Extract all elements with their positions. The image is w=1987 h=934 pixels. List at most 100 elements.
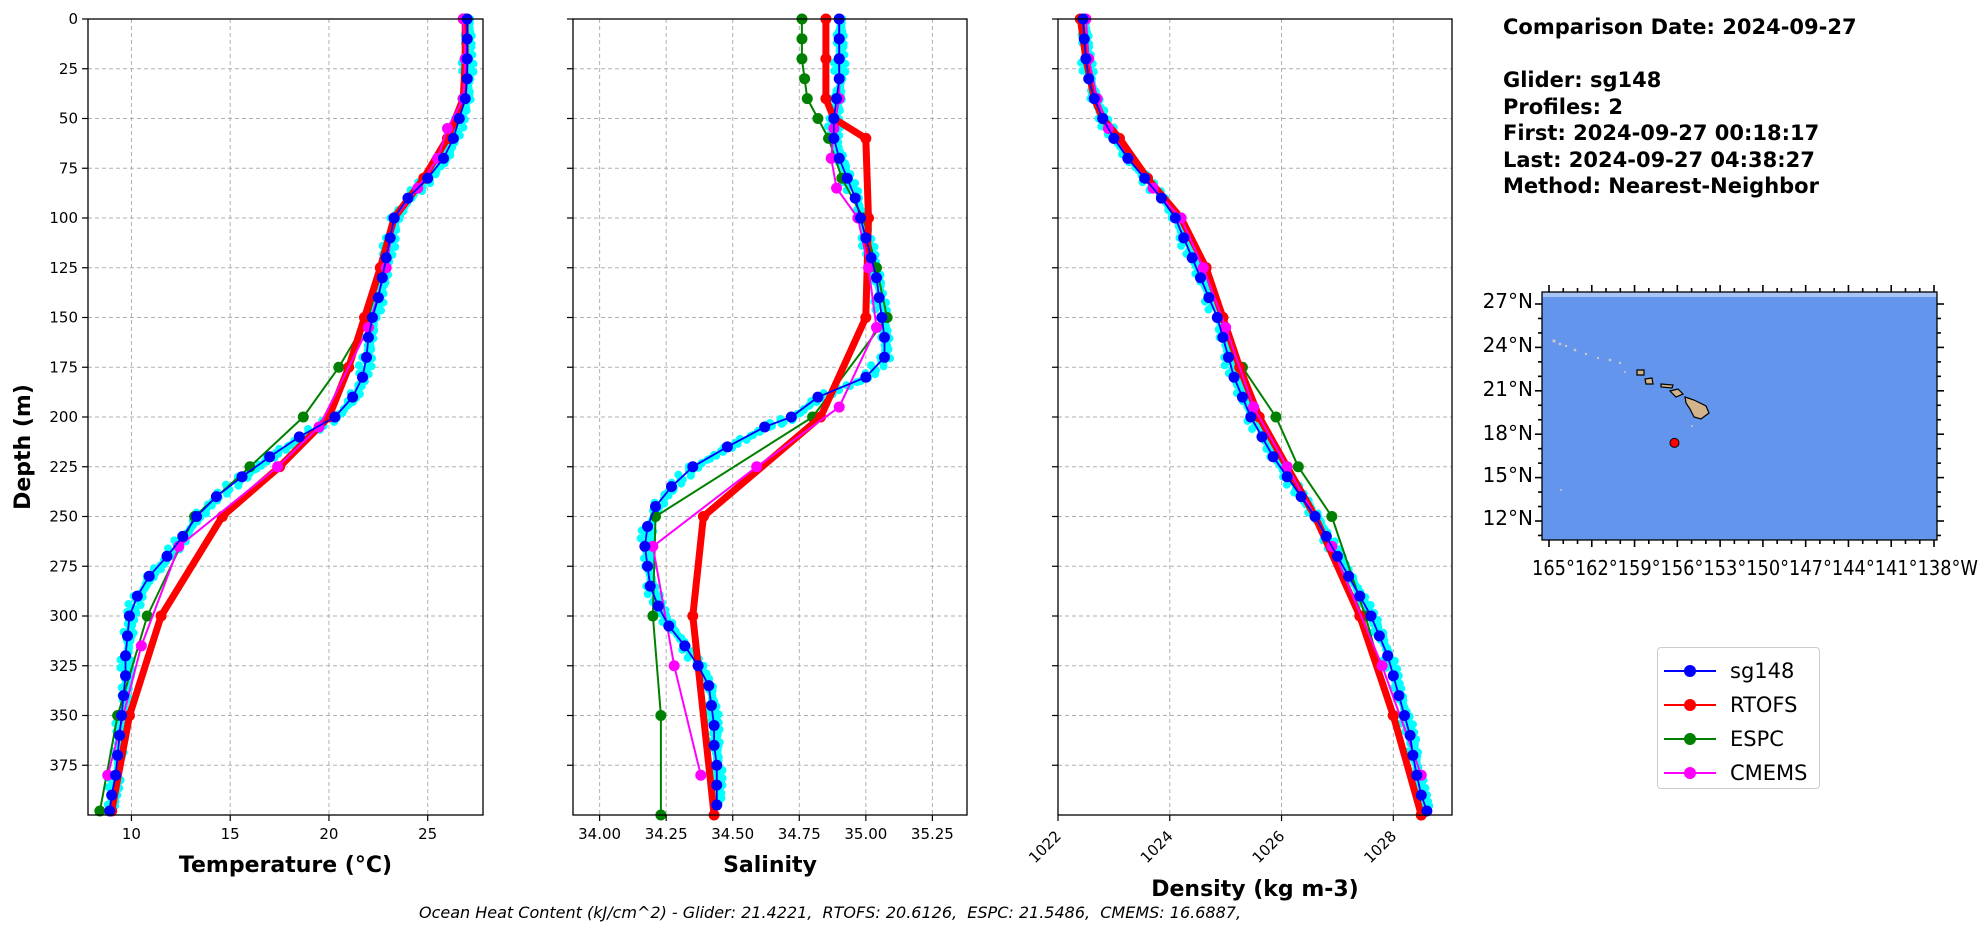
x-tick-label: 34.75 [778, 825, 821, 843]
sg148-point [1354, 590, 1366, 602]
sg148-point [878, 331, 890, 343]
map-top-band [1542, 292, 1937, 297]
cmems-point [1248, 401, 1260, 413]
glider-location-marker [1669, 437, 1680, 448]
x-tick-label: 25 [418, 825, 437, 843]
espc-point [297, 411, 309, 423]
sg148-raw-point [677, 479, 686, 488]
sg148-point [293, 431, 305, 443]
sg148-point [1373, 630, 1385, 642]
x-axis-label: Temperature (°C) [179, 853, 392, 878]
sg148-point [679, 640, 691, 652]
sg148-point [1080, 53, 1092, 65]
cmems-point [668, 660, 680, 672]
y-tick-label: 100 [49, 209, 78, 227]
sg148-point [708, 719, 720, 731]
sg148-point [376, 272, 388, 284]
sg148-point [833, 33, 845, 45]
cmems-point [135, 640, 147, 652]
sg148-point [118, 690, 130, 702]
sg148-point [1343, 570, 1355, 582]
espc-point [1326, 511, 1338, 522]
sg148-point [1078, 33, 1090, 45]
sg148-point [347, 391, 359, 403]
comparison-date: Comparison Date: 2024-09-27 [1503, 15, 1857, 39]
cmems-point [825, 152, 837, 164]
espc-point [141, 610, 153, 622]
sg148-point [831, 93, 843, 105]
sg148-point [1097, 113, 1109, 124]
espc-point [796, 53, 808, 65]
sg148-point [876, 312, 888, 323]
cmems-point [1197, 262, 1209, 274]
cmems-point [1376, 660, 1388, 672]
legend-label-rtofs: RTOFS [1730, 693, 1798, 717]
nw-islands [1552, 339, 1693, 491]
sg148-point [1222, 351, 1234, 363]
legend-item-espc: ESPC [1658, 722, 1819, 756]
sg148-point [1393, 690, 1405, 702]
sg148-point [422, 172, 434, 184]
rtofs-point [123, 710, 135, 721]
x-tick-label: 1024 [1137, 827, 1177, 867]
sg148-raw-point [1248, 424, 1257, 433]
sg148-raw-point [1220, 361, 1229, 370]
y-tick-label: 25 [59, 60, 78, 78]
map-lat-label-15: 15°N [1483, 463, 1533, 487]
sg148-point [210, 491, 222, 503]
sg148-point [459, 93, 471, 105]
sg148-point [833, 73, 845, 85]
legend-swatch-espc [1664, 733, 1716, 745]
sg148-point [692, 660, 704, 672]
series-sg148 [104, 13, 473, 817]
sg148-point [1203, 292, 1215, 304]
espc-point [812, 113, 824, 124]
sg148-point [1295, 491, 1307, 503]
sg148-point [639, 540, 651, 552]
x-tick-label: 1022 [1025, 827, 1065, 867]
sg148-point [1320, 530, 1332, 542]
sg148-point [721, 441, 733, 453]
info-spacer [1503, 41, 1857, 68]
sg148-point [642, 560, 654, 572]
cmems-point [695, 769, 707, 781]
y-tick-label: 250 [49, 508, 78, 526]
sg148-point [1267, 451, 1279, 463]
sg148-point [236, 471, 248, 483]
map-ticks [1535, 285, 1944, 547]
x-tick-label: 15 [221, 825, 240, 843]
sg148-raw-point [636, 534, 645, 543]
sg148-raw-point [156, 565, 165, 574]
first-profile-time: First: 2024-09-27 00:18:17 [1503, 121, 1820, 145]
espc-line [98, 18, 467, 812]
sg148-point [870, 272, 882, 284]
sg148-point [112, 749, 124, 761]
sg148-point [1236, 391, 1248, 403]
sg148-raw-point [202, 509, 211, 518]
sg148-point [360, 351, 372, 363]
sg148-point [828, 132, 840, 144]
cmems-point [441, 122, 453, 134]
legend-item-sg148: sg148 [1658, 654, 1819, 688]
sg148-raw-point [1177, 241, 1186, 250]
sg148-point [116, 710, 128, 721]
rtofs-point [863, 212, 874, 224]
sg148-point [123, 610, 135, 622]
espc-point [796, 33, 808, 45]
legend-item-rtofs: RTOFS [1658, 688, 1819, 722]
x-axis-label: Salinity [723, 853, 817, 878]
y-tick-label: 300 [49, 607, 78, 625]
map-lat-label-24: 24°N [1483, 333, 1533, 357]
sg148-raw-point [871, 370, 880, 379]
sg148-point [120, 650, 132, 662]
sg148-point [873, 292, 885, 304]
sg148-point [461, 73, 473, 85]
depth-axis-label: Depth (m) [11, 384, 36, 510]
sg148-point [131, 590, 143, 602]
sg148-point [1088, 93, 1100, 105]
sg148-point [711, 759, 723, 771]
sg148-point [447, 132, 459, 144]
sg148-point [644, 580, 656, 592]
espc-point [647, 610, 659, 622]
y-tick-label: 225 [49, 458, 78, 476]
